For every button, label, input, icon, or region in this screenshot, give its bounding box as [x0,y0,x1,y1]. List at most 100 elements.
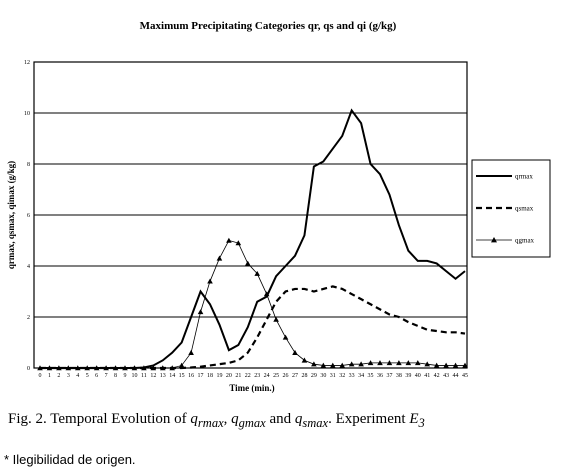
chart-title: Maximum Precipitating Categories qr, qs … [140,20,397,32]
y-axis-ticks: 0 2 4 6 8 10 12 [24,60,30,372]
point-qgmax [358,361,364,367]
point-qgmax [311,361,317,367]
point-qgmax [244,260,251,266]
point-qgmax [178,362,185,368]
point-qgmax [424,361,431,367]
x-tick-label: 7 [105,373,108,379]
series-layer [37,108,468,371]
x-tick-label: 42 [434,373,440,379]
y-tick-label: 4 [27,264,30,270]
x-tick-label: 35 [368,373,374,379]
legend-marker-qgmax [491,237,497,243]
gridlines [34,112,467,318]
x-tick-label: 34 [358,373,364,379]
point-qgmax [37,365,43,371]
legend-label-qsmax: qsmax [515,205,534,213]
point-qgmax [131,365,138,371]
y-tick-label: 6 [27,213,30,219]
x-tick-label: 11 [141,373,147,379]
series-line-qrmax [40,108,466,369]
point-qgmax [443,362,449,368]
legend-label-qrmax: qrmax [515,173,533,181]
x-tick-label: 10 [131,373,137,379]
x-tick-label: 22 [245,373,251,379]
x-tick-label: 4 [76,373,79,379]
point-qgmax [56,365,62,371]
point-qgmax [414,360,421,366]
x-tick-label: 15 [179,373,185,379]
point-qgmax [169,365,176,371]
caption-experiment: E3 [409,411,425,430]
point-qgmax [377,360,383,366]
point-qgmax [112,365,119,371]
point-qgmax [292,349,298,355]
x-tick-label: 13 [160,373,166,379]
caption-fig-label: Fig. 2. [8,411,47,427]
x-axis-title: Time (min.) [229,383,274,393]
x-tick-label: 29 [311,373,317,379]
figure-caption: Fig. 2. Temporal Evolution of qrmax, qgm… [8,411,425,430]
point-qgmax [433,362,440,368]
caption-and: and [269,411,292,427]
point-qgmax [122,365,128,371]
x-axis-ticks: 0 1 2 3 4 5 6 7 8 9 10 11 12 13 14 15 16 17 18 19 20 21 22 23 24… [39,373,469,379]
point-qgmax [65,365,72,371]
y-tick-label: 8 [27,162,30,168]
caption-var-qrmax: qrmax [190,411,224,430]
x-tick-label: 38 [396,373,402,379]
x-tick-label: 26 [283,373,289,379]
point-qgmax [216,255,223,261]
point-qgmax [46,365,53,371]
x-tick-label: 19 [216,373,222,379]
x-tick-label: 21 [235,373,241,379]
caption-text-after: . Experiment [328,411,406,427]
point-qgmax [339,362,346,368]
x-tick-label: 30 [320,373,326,379]
x-tick-label: 16 [188,373,194,379]
point-qgmax [348,361,355,367]
point-qgmax [329,362,336,368]
source-note: * Ilegibilidad de origen. [4,452,136,467]
x-tick-label: 1 [48,373,51,379]
point-qgmax [263,291,270,297]
point-qgmax [386,360,393,366]
series-line-qgmax [40,240,465,369]
y-tick-label: 0 [27,366,30,372]
point-qgmax [93,365,100,371]
point-qgmax [103,365,109,371]
x-tick-label: 31 [330,373,336,379]
caption-text-before: Temporal Evolution of [50,411,187,427]
x-tick-label: 39 [405,373,411,379]
x-tick-label: 9 [124,373,127,379]
point-qgmax [226,237,232,243]
point-qgmax [84,365,91,371]
x-tick-label: 12 [150,373,156,379]
point-qgmax [273,316,279,322]
x-tick-label: 5 [86,373,89,379]
x-tick-label: 36 [377,373,383,379]
point-qgmax [396,360,402,366]
x-tick-label: 43 [443,373,449,379]
x-tick-label: 18 [207,373,213,379]
x-tick-label: 37 [386,373,392,379]
point-qgmax [320,362,327,368]
point-qgmax [207,278,213,284]
x-tick-label: 24 [264,373,270,379]
x-tick-label: 40 [415,373,421,379]
caption-var-qgmax: qgmax [231,411,266,430]
y-tick-label: 12 [24,60,30,66]
legend: qrmax qsmax qgmax [471,159,551,258]
point-qgmax [159,365,166,371]
point-qgmax [235,240,242,246]
x-tick-label: 17 [198,373,204,379]
point-qgmax [301,357,308,363]
x-tick-label: 2 [57,373,60,379]
x-tick-label: 8 [114,373,117,379]
x-tick-label: 28 [301,373,307,379]
point-qgmax [141,365,147,371]
point-qgmax [188,349,194,355]
x-tick-label: 45 [462,373,468,379]
point-qgmax [150,365,157,371]
